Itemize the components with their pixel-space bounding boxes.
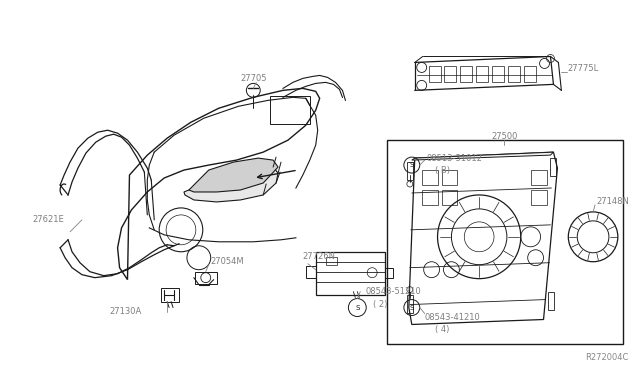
Bar — [429, 67, 440, 82]
Bar — [445, 67, 456, 82]
Text: R272004C: R272004C — [585, 353, 628, 362]
Bar — [407, 295, 413, 312]
Bar — [531, 170, 547, 185]
Text: 08543-51210: 08543-51210 — [365, 287, 421, 296]
Text: 27148N: 27148N — [596, 198, 629, 206]
Bar — [508, 67, 520, 82]
Bar — [316, 252, 385, 295]
Polygon shape — [184, 165, 278, 202]
Bar — [531, 190, 547, 205]
Text: 27054M: 27054M — [211, 257, 244, 266]
Text: ( B): ( B) — [435, 166, 449, 174]
Bar — [195, 272, 217, 283]
Text: 27726N: 27726N — [303, 252, 336, 261]
Bar — [524, 67, 536, 82]
Bar — [422, 190, 438, 205]
Bar — [492, 67, 504, 82]
Bar — [306, 266, 316, 278]
Bar — [550, 158, 556, 176]
Text: 27775L: 27775L — [567, 64, 598, 73]
Text: 08513-31012: 08513-31012 — [427, 154, 483, 163]
Text: S: S — [410, 305, 414, 311]
Text: 27621E: 27621E — [33, 215, 64, 224]
Bar — [442, 170, 458, 185]
Text: S: S — [410, 162, 414, 168]
Text: 27130A: 27130A — [109, 307, 142, 316]
Bar — [385, 268, 393, 278]
Bar — [387, 140, 623, 344]
Text: 08543-41210: 08543-41210 — [425, 313, 481, 322]
Text: ( 2): ( 2) — [373, 300, 388, 309]
Bar — [161, 288, 179, 302]
Text: ( 4): ( 4) — [435, 325, 449, 334]
Bar — [442, 190, 458, 205]
Bar — [422, 170, 438, 185]
Bar — [326, 257, 337, 265]
Polygon shape — [189, 158, 278, 192]
Bar — [548, 292, 554, 310]
Text: 27500: 27500 — [491, 132, 517, 141]
Text: S: S — [355, 305, 360, 311]
Bar — [407, 162, 413, 180]
Bar — [270, 96, 310, 124]
Polygon shape — [412, 152, 554, 160]
Bar — [460, 67, 472, 82]
Bar — [476, 67, 488, 82]
Text: 27705: 27705 — [241, 74, 267, 83]
